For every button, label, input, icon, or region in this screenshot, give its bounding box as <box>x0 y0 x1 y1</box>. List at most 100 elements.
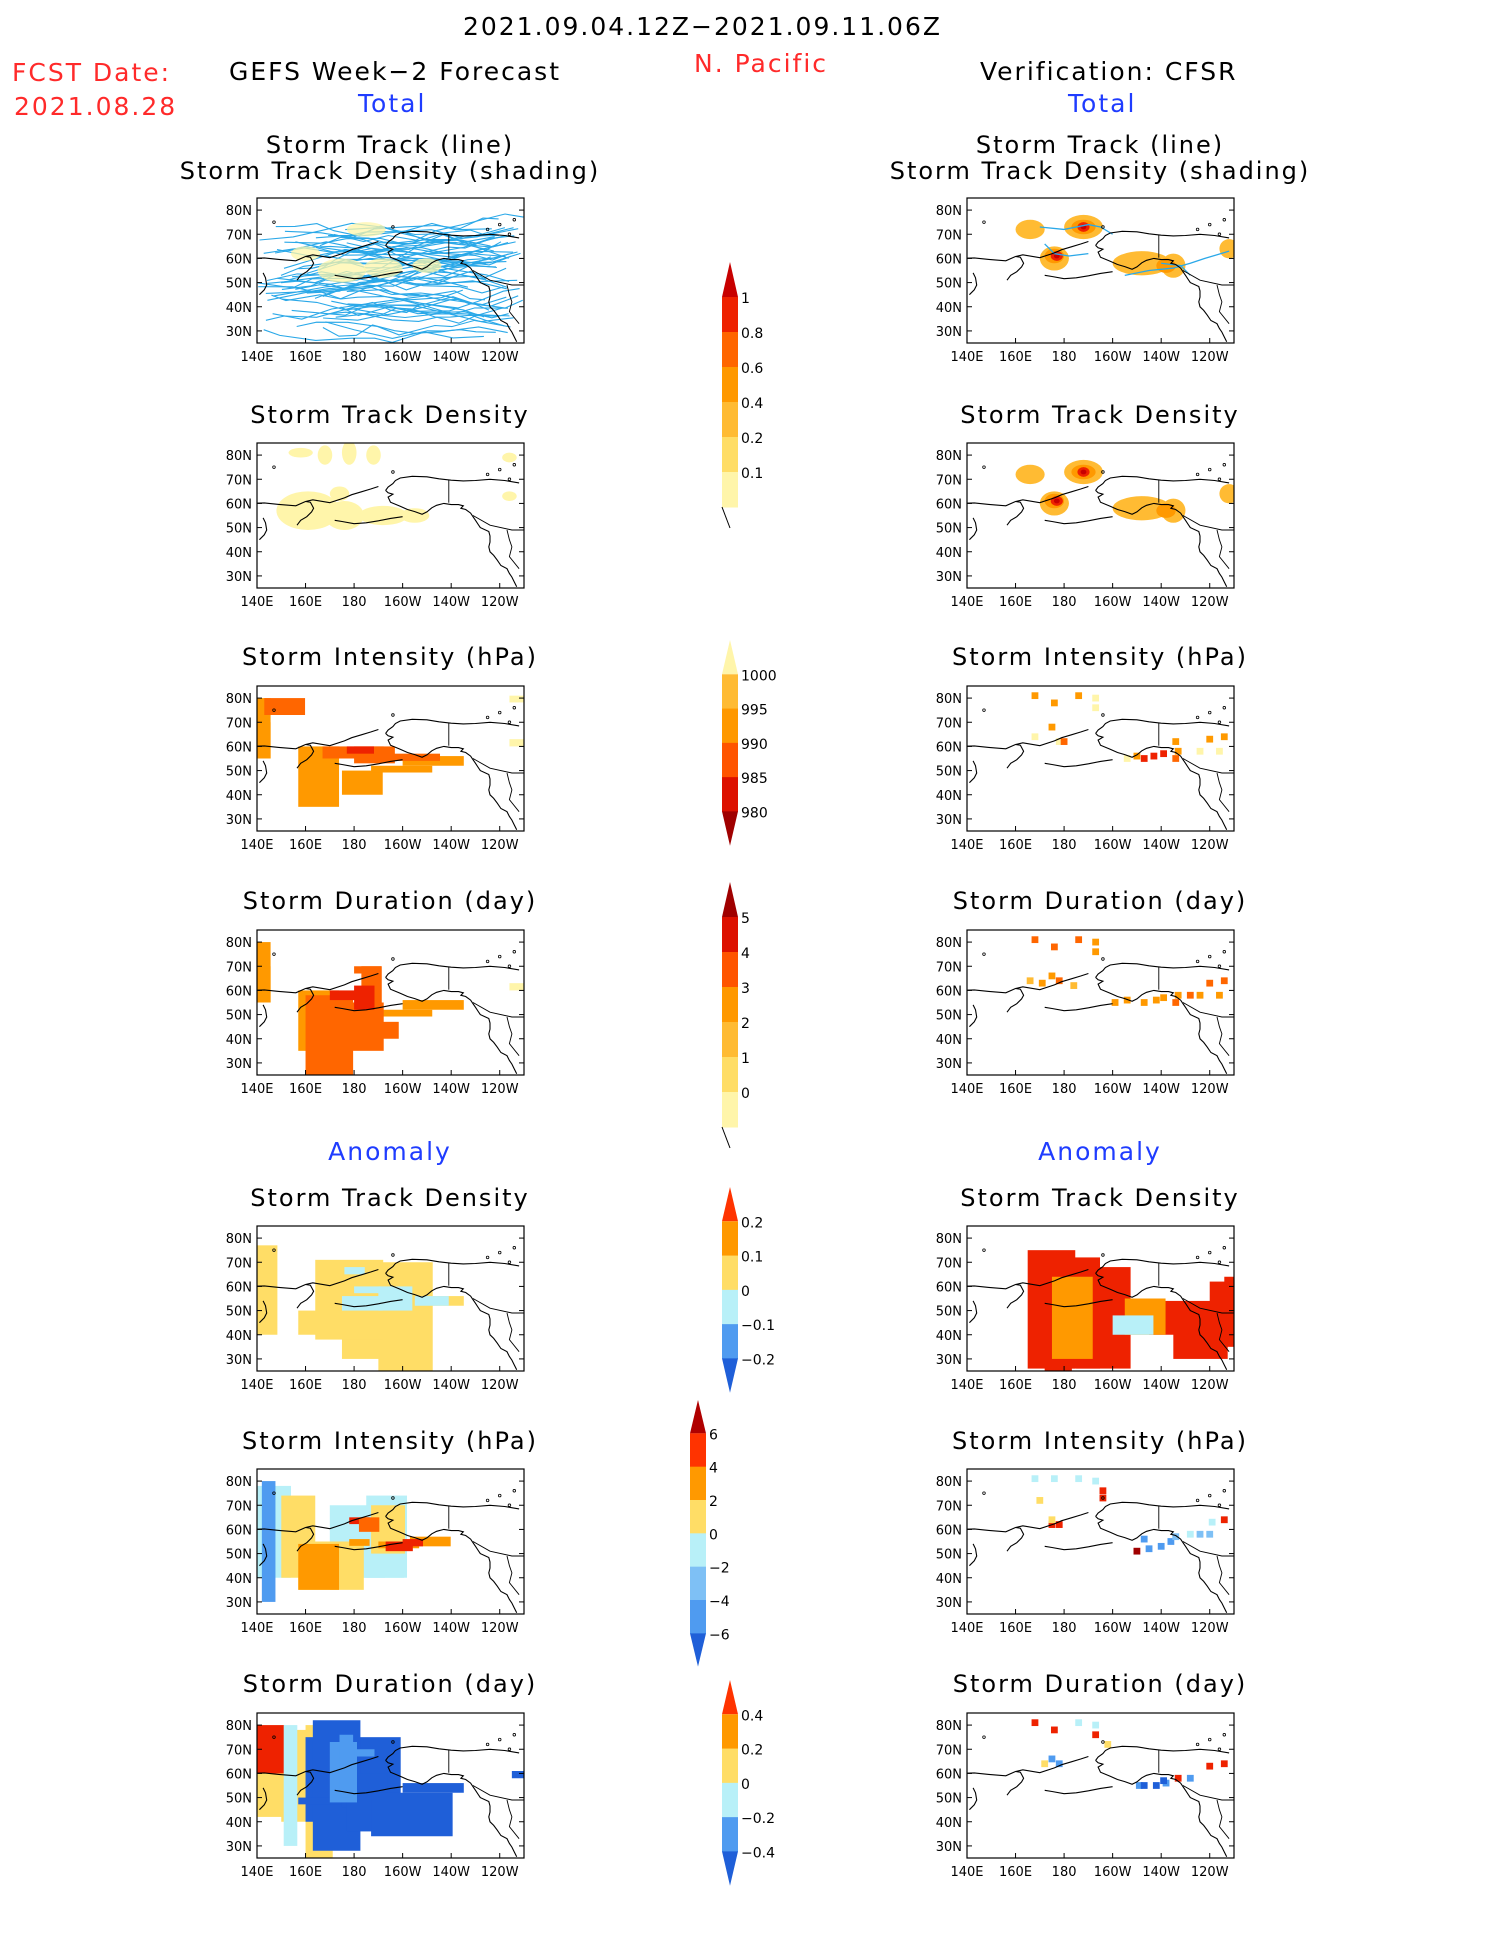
map-panel-fcst-density-anomaly-lat-label-50N: 50N <box>226 1305 252 1320</box>
map-panel-fcst-density-anomaly-lon-label-140W: 140W <box>432 1378 470 1393</box>
map-panel-verif-intensity-grid-cell <box>1123 755 1131 762</box>
map-panel-verif-density-anomaly-coastline <box>1044 1299 1113 1308</box>
colorbar-intensity-anomaly-segment <box>690 1466 706 1501</box>
colorbar-density-label-5: 0.1 <box>741 466 763 482</box>
map-panel-verif-intensity-anomaly-field <box>967 1475 1234 1614</box>
map-panel-verif-intensity-anomaly-grid-cell <box>1196 1530 1204 1538</box>
colorbar-intensity-anomaly-label-2: 2 <box>709 1494 718 1510</box>
map-panel-verif-duration-anomaly-coastline <box>1044 1786 1113 1795</box>
map-panel-verif-duration-anomaly-grid-cell <box>1075 1719 1083 1727</box>
map-panel-verif-duration-grid-cell <box>1050 943 1058 951</box>
map-panel-fcst-duration: 80N 70N 60N 50N 40N 30N 140E 160E 180 160W 140W 120… <box>226 929 525 1097</box>
map-panel-verif-intensity-anomaly-grid-cell <box>1220 1516 1228 1524</box>
map-panel-verif-duration-anomaly: 80N 70N 60N 50N 40N 30N 140E 160E 180 160W 140W 120… <box>936 1712 1235 1880</box>
map-panel-verif-intensity-anomaly-border <box>1216 1555 1230 1595</box>
map-panel-verif-density-frame <box>966 442 1235 589</box>
map-panel-fcst-intensity-anomaly-lon-label-160W: 160W <box>384 1621 422 1636</box>
map-panel-verif-intensity-island <box>1222 706 1226 710</box>
map-panel-fcst-intensity-anomaly-grid-cell <box>385 1541 413 1552</box>
map-panel-fcst-intensity-anomaly: 80N 70N 60N 50N 40N 30N 140E 160E 180 160W 140W 120… <box>226 1468 525 1636</box>
map-panel-fcst-density-density-cell <box>502 491 517 501</box>
map-panel-fcst-intensity-anomaly-island <box>391 1496 395 1500</box>
map-panel-verif-duration-island <box>1222 950 1226 954</box>
map-panel-fcst-density-anomaly-island <box>485 1255 490 1260</box>
map-panel-fcst-intensity-anomaly-grid-cell <box>358 1517 380 1532</box>
map-panel-fcst-duration-field <box>257 942 524 1075</box>
map-panel-verif-intensity-frame <box>966 685 1235 832</box>
map-panel-verif-duration: 80N 70N 60N 50N 40N 30N 140E 160E 180 160W 140W 120… <box>936 929 1235 1097</box>
map-panel-fcst-density-anomaly-grid-cell <box>414 1296 449 1306</box>
map-panel-verif-track-density-cell <box>1015 219 1045 240</box>
colorbar-intensity-segment <box>722 708 738 744</box>
map-panel-verif-intensity-lon-label-140E: 140E <box>950 838 983 853</box>
map-panel-fcst-duration-island <box>272 952 276 956</box>
colorbar-density-anomaly-segment <box>722 1221 738 1257</box>
map-panel-verif-density-island <box>982 465 986 469</box>
map-panel-fcst-duration-grid-cell <box>329 990 358 1001</box>
map-panel-fcst-track-lat-label-80N: 80N <box>226 204 252 219</box>
map-panel-fcst-track-lat-label-30N: 30N <box>226 325 252 340</box>
map-panel-fcst-duration-anomaly-plot: 80N 70N 60N 50N 40N 30N 140E 160E 180 160W 140W 120… <box>226 1712 525 1880</box>
map-panel-verif-density-anomaly-island <box>1217 1260 1222 1264</box>
map-panel-verif-density-anomaly-island <box>1195 1255 1200 1260</box>
map-panel-verif-intensity-coastline <box>1044 759 1113 768</box>
anomaly-label-left: Anomaly <box>328 1137 452 1166</box>
panel-title-verif-duration: Storm Duration (day) <box>952 887 1248 915</box>
map-panel-verif-track-lon-label-140E: 140E <box>950 350 983 365</box>
map-panel-fcst-density: 80N 70N 60N 50N 40N 30N 140E 160E 180 160W 140W 120… <box>226 442 525 610</box>
map-panel-fcst-intensity-plot: 80N 70N 60N 50N 40N 30N 140E 160E 180 160W 140W 120… <box>226 685 525 853</box>
map-panel-fcst-track-lat-label-40N: 40N <box>226 301 252 316</box>
map-panel-verif-density-anomaly-lat-label-60N: 60N <box>936 1280 962 1295</box>
map-panel-verif-density-anomaly-border <box>1216 1312 1230 1352</box>
map-panel-fcst-intensity-lon-label-140W: 140W <box>432 838 470 853</box>
map-panel-fcst-intensity-anomaly-grid-cell <box>409 1536 451 1547</box>
map-panel-fcst-density-anomaly-lon-label-160W: 160W <box>384 1378 422 1393</box>
map-panel-verif-duration-grid-cell <box>1196 991 1204 999</box>
map-panel-verif-duration-grid-cell <box>1160 994 1168 1002</box>
map-panel-fcst-duration-anomaly-lat-label-70N: 70N <box>226 1743 252 1758</box>
map-panel-verif-duration-anomaly-grid-cell <box>1140 1782 1148 1789</box>
map-panel-fcst-track-track-line <box>272 279 504 297</box>
map-panel-verif-density-anomaly-island <box>1101 1253 1105 1257</box>
map-panel-verif-intensity-lon-label-140W: 140W <box>1142 838 1180 853</box>
map-panel-verif-duration-anomaly-lat-label-80N: 80N <box>936 1719 962 1734</box>
map-panel-fcst-duration-anomaly-grid-cell <box>511 1771 524 1779</box>
map-panel-fcst-track-track-line <box>325 241 502 286</box>
map-panel-fcst-intensity-grid-cell <box>264 698 306 715</box>
map-panel-fcst-density-density-cell <box>400 508 430 523</box>
map-panel-verif-track-coastline <box>967 240 1089 262</box>
colorbar-density-label-3: 0.4 <box>741 396 763 412</box>
map-panel-verif-intensity-anomaly-lat-label-50N: 50N <box>936 1548 962 1563</box>
colorbar-intensity-anomaly-label-6: −6 <box>709 1627 730 1643</box>
map-panel-fcst-density-lon-label-120W: 120W <box>481 595 519 610</box>
map-panel-fcst-density-border <box>506 529 520 569</box>
map-panel-verif-intensity-grid-cell <box>1055 738 1063 745</box>
map-panel-verif-track-island <box>1195 227 1200 232</box>
colorbar-density-anomaly-top-cap <box>722 1187 738 1222</box>
map-panel-fcst-track-frame <box>256 197 525 344</box>
map-panel-verif-intensity-grid-cell <box>1174 747 1182 755</box>
map-panel-verif-duration-island <box>1195 959 1200 964</box>
map-panel-fcst-duration-island <box>507 964 512 968</box>
map-panel-fcst-track-track-line <box>333 213 524 243</box>
map-panel-verif-density-anomaly-coastline <box>1095 1258 1230 1274</box>
map-panel-fcst-density-anomaly-lat-label-40N: 40N <box>226 1329 252 1344</box>
map-panel-fcst-track-track-line <box>349 296 507 316</box>
map-panel-verif-duration-coastline <box>1044 1003 1113 1012</box>
map-panel-fcst-density-anomaly-coastline <box>385 1258 520 1274</box>
map-panel-fcst-density-island <box>272 465 276 469</box>
map-panel-fcst-density-anomaly: 80N 70N 60N 50N 40N 30N 140E 160E 180 160W 140W 120… <box>226 1225 525 1393</box>
map-panel-fcst-duration-anomaly-grid-cell <box>402 1783 464 1793</box>
map-panel-verif-density-coastline <box>969 517 978 541</box>
map-panel-fcst-intensity-grid-cell <box>509 739 524 747</box>
map-panel-fcst-track-track-line <box>284 237 509 248</box>
map-panel-fcst-density-island <box>485 472 490 477</box>
map-panel-fcst-duration-coastline <box>385 977 518 1075</box>
map-panel-verif-density-lat-label-30N: 30N <box>936 570 962 585</box>
map-panel-verif-track: 80N 70N 60N 50N 40N 30N 140E 160E 180 160W 140W 120… <box>936 197 1235 365</box>
map-panel-fcst-duration-grid-cell <box>257 966 271 1003</box>
map-panel-verif-duration-anomaly-grid-cell <box>1186 1774 1194 1782</box>
map-panel-fcst-duration-anomaly-lat-label-40N: 40N <box>226 1816 252 1831</box>
colorbar-duration-segment <box>722 1057 738 1093</box>
map-panel-fcst-density-anomaly-coastline <box>296 1283 315 1309</box>
